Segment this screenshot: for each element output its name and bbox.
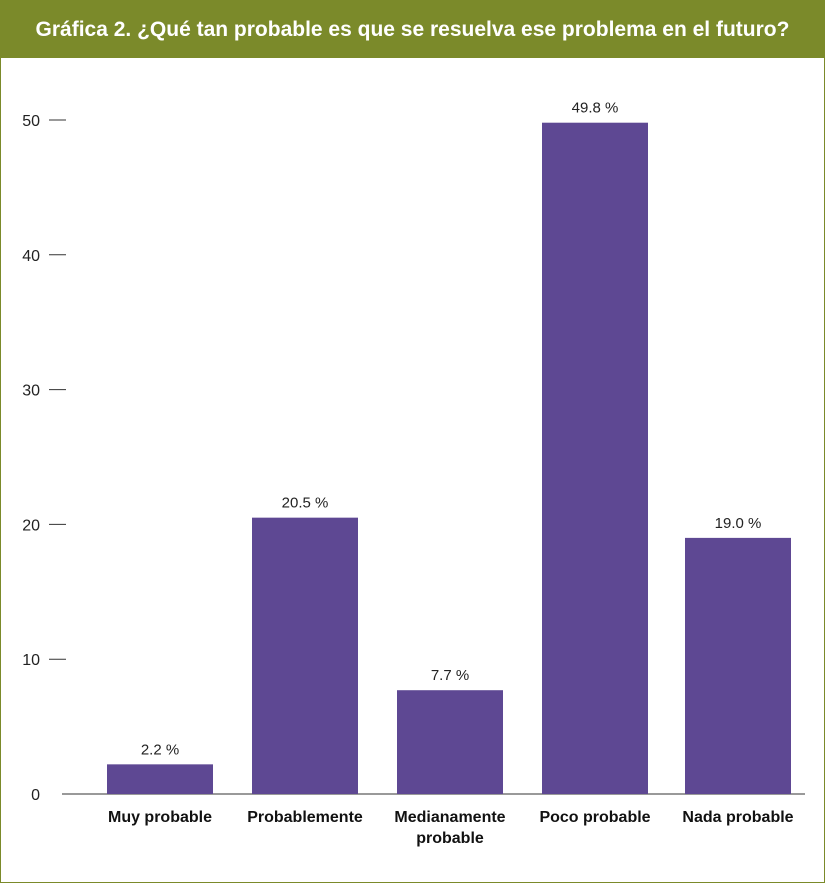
- bar-value-label: 20.5 %: [282, 495, 329, 512]
- bar-value-label: 19.0 %: [715, 515, 762, 532]
- y-tick-label: 10: [22, 652, 40, 669]
- bar: [252, 517, 358, 794]
- y-tick-label: 0: [31, 787, 40, 804]
- bar: [542, 122, 648, 795]
- y-tick-label: 20: [22, 517, 40, 534]
- x-category-label: probable: [416, 830, 484, 847]
- chart-title: Gráfica 2. ¿Qué tan probable es que se r…: [1, 1, 824, 58]
- y-tick-label: 50: [22, 113, 40, 130]
- bar: [397, 690, 503, 794]
- bar: [107, 764, 213, 794]
- bar-value-label: 7.7 %: [431, 667, 469, 684]
- x-category-label: Nada probable: [682, 809, 793, 826]
- x-category-label: Muy probable: [108, 809, 212, 826]
- bar-value-label: 49.8 %: [572, 100, 619, 117]
- bar-value-label: 2.2 %: [141, 741, 179, 758]
- x-category-label: Medianamente: [394, 809, 505, 826]
- x-category-label: Probablemente: [247, 809, 363, 826]
- y-tick-label: 30: [22, 383, 40, 400]
- bar: [685, 537, 791, 794]
- y-tick-label: 40: [22, 248, 40, 265]
- x-category-label: Poco probable: [539, 809, 650, 826]
